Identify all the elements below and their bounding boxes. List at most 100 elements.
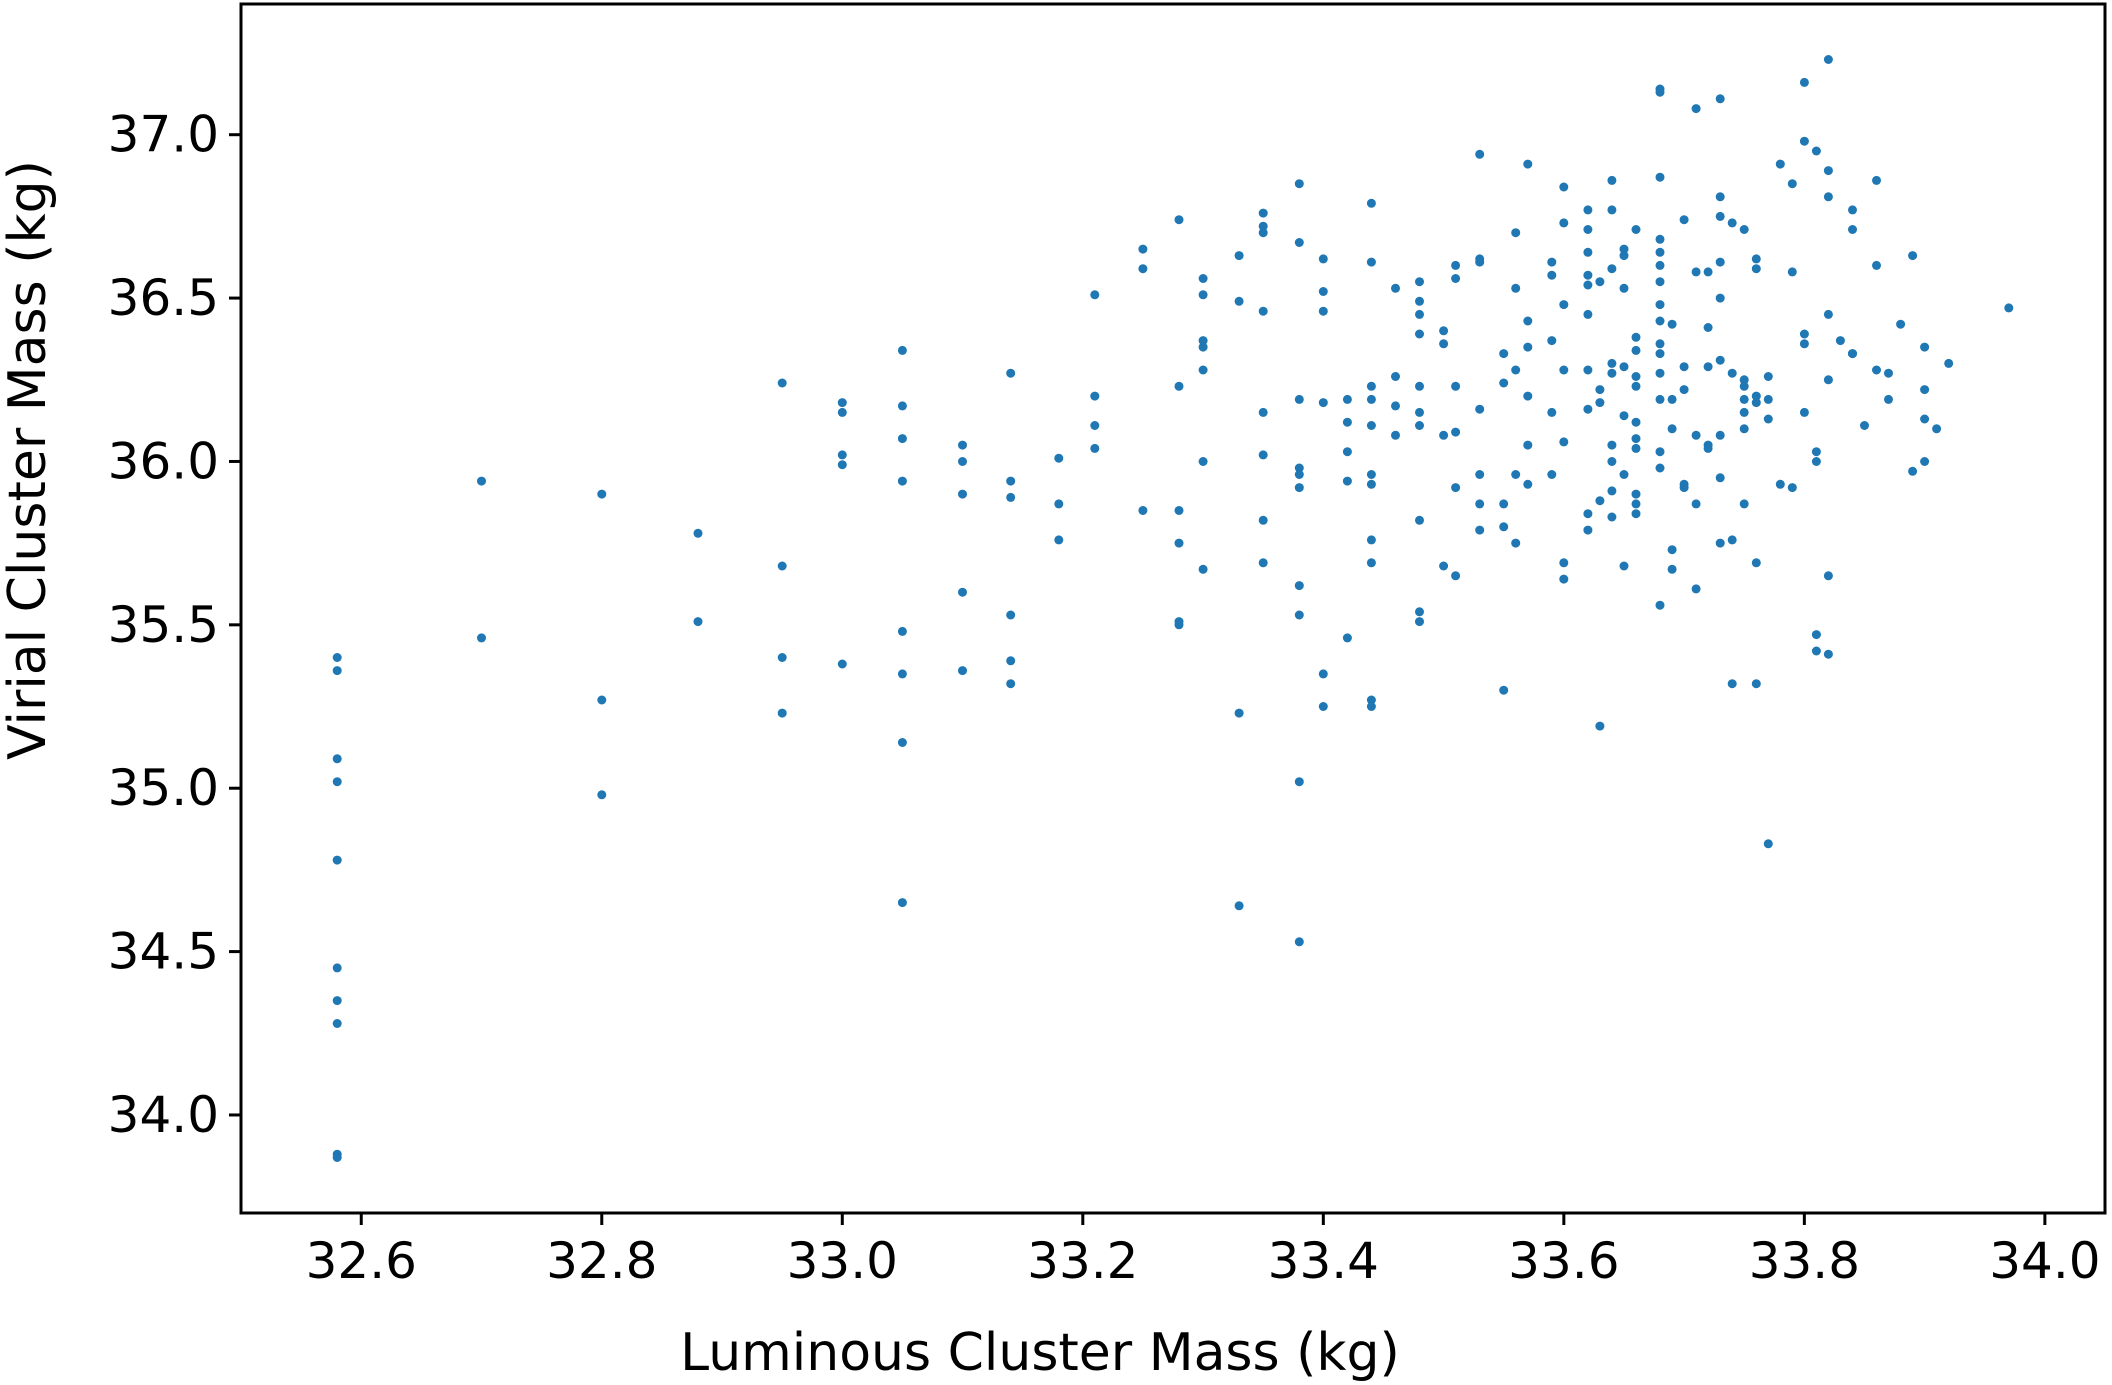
data-point	[1799, 77, 1809, 87]
data-point	[1715, 355, 1725, 365]
data-point	[1198, 290, 1208, 300]
data-point	[1511, 283, 1521, 293]
data-point	[1391, 401, 1400, 411]
data-point	[693, 617, 703, 627]
data-point	[1715, 430, 1725, 440]
data-point	[1559, 558, 1569, 568]
data-point	[1523, 391, 1533, 401]
data-point	[477, 633, 486, 643]
y-tick-label: 35.0	[108, 759, 219, 817]
data-point	[1366, 381, 1376, 391]
data-point	[1499, 499, 1509, 509]
data-point	[1655, 300, 1665, 310]
data-point	[1811, 146, 1821, 156]
data-point	[1739, 381, 1749, 391]
data-point	[1727, 679, 1737, 689]
y-axis-ticks: 34.0 34.5 35.0 35.5 36.0 36.5 37.0	[108, 106, 241, 1144]
data-point	[1547, 270, 1557, 280]
data-point	[1920, 414, 1930, 424]
data-point	[1823, 649, 1833, 659]
data-point	[1499, 349, 1509, 359]
data-point	[1318, 306, 1328, 316]
data-point	[897, 626, 907, 636]
data-point	[1655, 600, 1665, 610]
data-point	[1607, 175, 1617, 185]
data-point	[1439, 561, 1449, 571]
data-point	[1318, 702, 1328, 711]
data-point	[1583, 525, 1593, 535]
data-point	[1872, 365, 1881, 375]
data-point	[1763, 394, 1773, 404]
data-point	[1006, 368, 1016, 378]
data-point	[958, 489, 967, 499]
data-point	[1872, 260, 1881, 270]
data-point	[1547, 336, 1557, 346]
data-point	[1631, 225, 1641, 234]
data-point	[1595, 721, 1605, 731]
data-point	[1415, 309, 1424, 319]
data-point	[597, 489, 607, 499]
data-point	[1727, 368, 1737, 378]
data-point	[1811, 457, 1821, 466]
data-point	[1415, 617, 1424, 627]
data-point	[1499, 685, 1509, 695]
data-point	[1415, 329, 1424, 339]
data-point	[1294, 581, 1304, 591]
data-point	[1607, 486, 1617, 496]
data-point	[1655, 172, 1665, 182]
data-point	[1823, 55, 1833, 64]
data-point	[1739, 499, 1749, 509]
data-point	[1258, 558, 1268, 568]
data-point	[1451, 274, 1461, 283]
data-point	[1607, 368, 1617, 378]
y-tick-label: 36.5	[108, 269, 219, 327]
data-point	[1667, 394, 1677, 404]
data-point	[1691, 104, 1701, 114]
data-point	[332, 1019, 342, 1028]
x-tick-label: 33.8	[1749, 1232, 1860, 1290]
data-point	[1342, 394, 1352, 404]
data-point	[1619, 283, 1629, 293]
data-point	[1366, 257, 1376, 267]
data-point	[1691, 499, 1701, 509]
data-point	[1174, 506, 1184, 515]
data-point	[477, 476, 486, 486]
data-point	[1655, 339, 1665, 349]
data-point	[1090, 391, 1100, 401]
data-point	[1198, 342, 1208, 352]
data-point	[2004, 303, 2014, 313]
data-point	[1318, 669, 1328, 679]
data-point	[1559, 182, 1569, 192]
data-point	[1366, 535, 1376, 545]
data-point	[1763, 372, 1773, 381]
data-point	[1595, 385, 1605, 395]
data-point	[1739, 407, 1749, 417]
data-point	[1342, 633, 1352, 643]
data-point	[1415, 296, 1424, 306]
data-point	[1811, 630, 1821, 640]
data-point	[1691, 267, 1701, 277]
data-point	[1823, 192, 1833, 202]
data-point	[1908, 466, 1918, 476]
data-point	[897, 476, 907, 486]
data-point	[1631, 417, 1641, 427]
data-point	[1667, 564, 1677, 574]
data-point	[1583, 280, 1593, 290]
data-point	[1174, 381, 1184, 391]
data-point	[1631, 332, 1641, 342]
data-point	[1751, 254, 1761, 264]
data-point	[1415, 421, 1424, 430]
data-point	[1366, 479, 1376, 489]
data-point	[1415, 607, 1424, 617]
data-point	[1559, 365, 1569, 375]
data-point	[1559, 218, 1569, 228]
data-point	[958, 666, 967, 676]
data-point	[332, 963, 342, 973]
data-point	[1787, 483, 1797, 493]
data-point	[1583, 270, 1593, 280]
data-point	[1439, 326, 1449, 336]
data-point	[1547, 407, 1557, 417]
data-point	[1475, 470, 1485, 479]
data-point	[1499, 378, 1509, 388]
data-point	[1848, 205, 1857, 215]
